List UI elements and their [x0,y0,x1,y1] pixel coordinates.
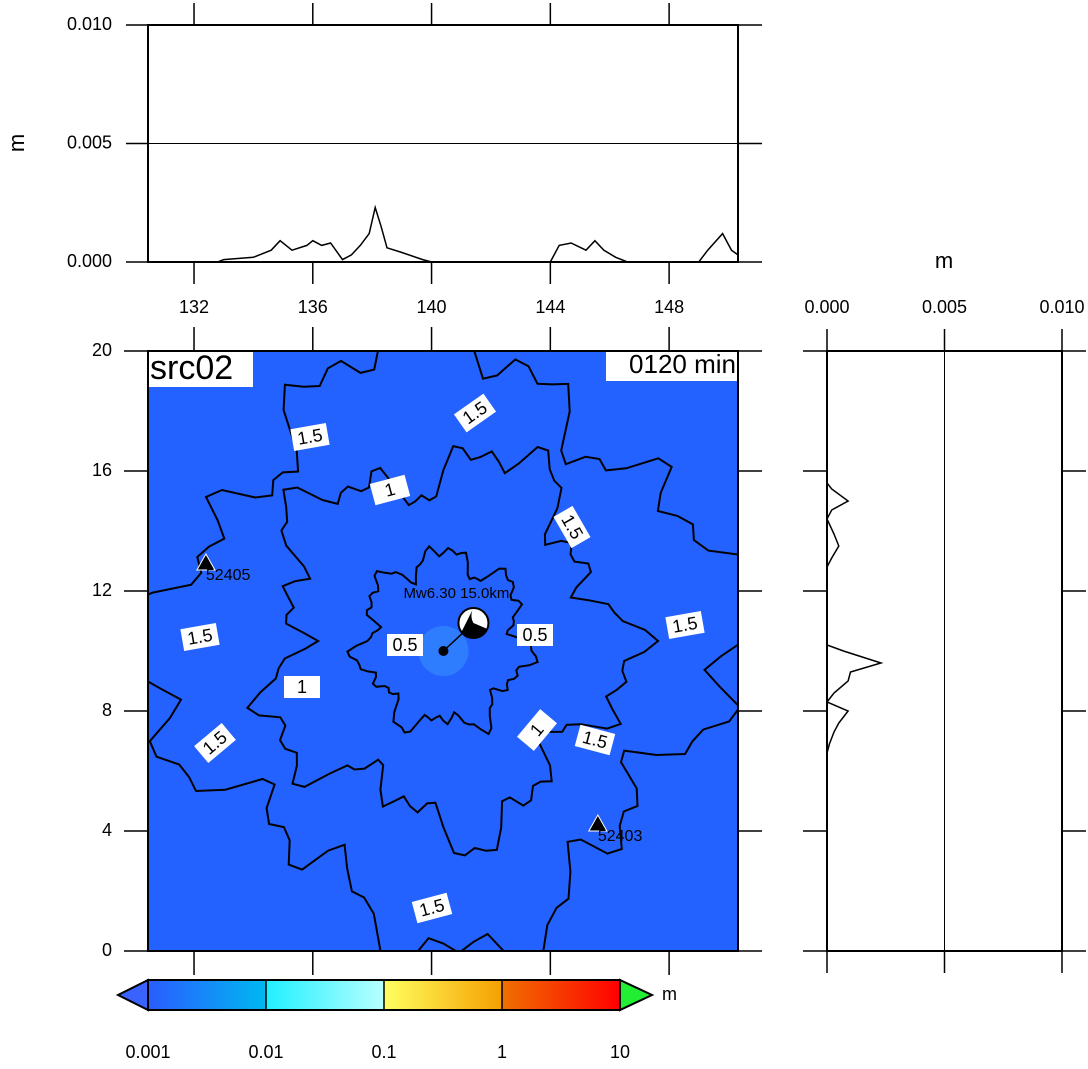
label-bg [517,624,553,646]
colorbar-segment [266,980,384,1010]
contour-label: 1.5 [296,425,324,449]
contour-label-box: 0.5 [387,634,423,656]
colorbar-segment [502,980,620,1010]
map-title: src02 [150,349,233,387]
y-tick-label: 0.000 [67,251,112,271]
label-bg [517,709,557,751]
y-tick-label: 0.005 [67,132,112,152]
label-bg [553,505,591,549]
title-bg [148,351,253,387]
label-bg [369,474,411,506]
contour-label-box: 1.5 [574,724,616,756]
colorbar-segment [148,980,266,1010]
x-tick-label: 144 [535,297,565,317]
station-label: 52405 [206,567,251,584]
contour-label-box: 1 [369,474,411,506]
contour-label: 1.5 [671,613,699,637]
contour-label: 0.5 [392,635,417,655]
colorbar-over [619,978,655,1012]
y-tick-label: 12 [92,580,112,600]
y-tick-label: 0 [102,940,112,960]
label-bg [665,611,705,639]
contour-line [245,445,660,857]
label-bg [284,676,320,698]
event-label: Mw6.30 15.0km [403,585,509,602]
map-frame [147,350,739,952]
profile-line [148,204,739,263]
beachball-quadrant [461,608,488,639]
y-tick-label: 0.010 [67,14,112,34]
x-tick-label: 136 [298,297,328,317]
time-bg [606,351,738,381]
colorbar-tick-label: 10 [610,1042,630,1062]
contour-label: 1 [383,479,398,501]
x-tick-label: 0.000 [804,297,849,317]
colorbar-tick-label: 1 [497,1042,507,1062]
contour-label-box: 1.5 [290,423,330,451]
contour-label: 1.5 [186,625,214,649]
colorbar-tick-label: 0.01 [248,1042,283,1062]
colorbar-under [115,978,149,1012]
station [196,552,216,571]
colorbar-tick-label: 0.001 [125,1042,170,1062]
x-tick-label: 140 [417,297,447,317]
colorbar-unit: m [662,984,677,1004]
contour-label-box: 1.5 [453,393,497,433]
contour-label-box: 1.5 [180,623,220,651]
contour-label: 0.5 [522,625,547,645]
x-tick-label: 0.005 [922,297,967,317]
station-label: 52403 [598,828,643,845]
y-axis-label: m [4,134,29,152]
label-bg [411,892,453,924]
label-bg [194,723,236,763]
y-tick-label: 20 [92,340,112,360]
profile-line [825,351,884,951]
epicenter [438,646,449,656]
contour-label: 1 [297,677,307,697]
time-label: 0120 min [629,349,736,379]
contour-label-box: 1.5 [665,611,705,639]
label-bg [290,423,330,451]
panel-frame [826,350,1063,952]
x-tick-label: 0.010 [1039,297,1084,317]
y-tick-label: 16 [92,460,112,480]
colorbar-segment [384,980,502,1010]
contour-line [346,544,539,736]
contour-label-box: 0.5 [517,624,553,646]
label-bg [387,634,423,656]
y-tick-label: 8 [102,700,112,720]
label-bg [180,623,220,651]
contour-label-box: 1 [284,676,320,698]
x-tick-label: 148 [654,297,684,317]
y-tick-label: 4 [102,820,112,840]
label-bg [453,393,497,433]
x-tick-label: 132 [179,297,209,317]
label-bg [574,724,616,756]
station [587,813,608,832]
contour-label-box: 1 [517,709,557,751]
colorbar-tick-label: 0.1 [371,1042,396,1062]
contour-label-box: 1.5 [411,892,453,924]
x-axis-label: m [935,248,953,273]
contour-line [148,351,738,951]
